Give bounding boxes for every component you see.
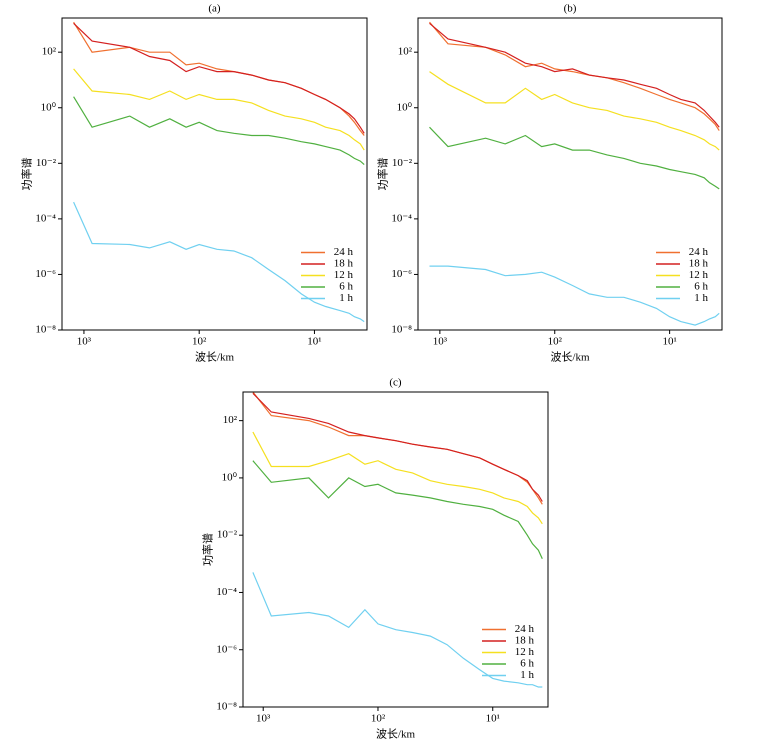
panel-title: (b): [564, 3, 577, 15]
legend-label: 12 h: [689, 269, 709, 281]
legend-label: 1 h: [339, 292, 353, 304]
series-line: [73, 68, 365, 151]
legend-label: 1 h: [694, 292, 708, 304]
y-axis-label: 功率谱: [376, 158, 390, 191]
panel-title: (c): [389, 377, 402, 389]
axes-frame: [61, 17, 368, 331]
legend-label: 12 h: [334, 269, 354, 281]
legend-label: 24 h: [515, 623, 535, 635]
y-tick-label: 10⁻⁶: [35, 268, 56, 280]
y-tick-label: 10⁻⁸: [35, 324, 56, 336]
series-line: [429, 21, 720, 131]
y-tick-label: 10⁻⁶: [391, 268, 412, 280]
x-axis-label: 波长/km: [376, 728, 416, 741]
series-line: [429, 71, 720, 151]
x-tick-label: 10¹: [486, 713, 500, 725]
y-tick-label: 10⁻⁴: [35, 212, 56, 224]
legend-label: 24 h: [334, 246, 354, 258]
y-tick-label: 10⁰: [41, 101, 57, 113]
y-axis-label: 功率谱: [201, 533, 215, 566]
x-axis-label: 波长/km: [195, 351, 235, 364]
legend-label: 6 h: [339, 281, 353, 293]
y-tick-label: 10²: [223, 414, 238, 426]
panel: (a) 波长/km 功率谱 10³ 10² 10¹ 10⁻⁸ 10⁻⁶ 10⁻⁴ 10⁻² 10⁰ 1…: [20, 3, 368, 364]
panel: (c) 波长/km 功率谱 10³ 10² 10¹ 10⁻⁸ 10⁻⁶ 10⁻⁴ 10⁻² 10⁰ 1…: [201, 377, 549, 741]
series-line: [429, 126, 720, 190]
x-tick-label: 10³: [256, 713, 271, 725]
y-tick-label: 10⁻⁸: [216, 701, 237, 713]
x-tick-label: 10²: [548, 336, 563, 348]
series-line: [252, 572, 543, 688]
series-line: [73, 201, 365, 323]
legend-label: 24 h: [689, 246, 709, 258]
y-tick-label: 10⁰: [397, 101, 413, 113]
y-tick-label: 10⁻⁴: [216, 586, 237, 598]
legend-label: 12 h: [515, 646, 535, 658]
series-line: [252, 391, 543, 505]
y-axis-label: 功率谱: [20, 158, 34, 191]
x-axis-label: 波长/km: [550, 351, 590, 364]
y-tick-label: 10²: [42, 46, 57, 58]
series-line: [429, 22, 720, 128]
y-tick-label: 10⁻⁶: [216, 643, 237, 655]
axes-frame: [417, 17, 723, 331]
y-tick-label: 10⁻⁸: [391, 324, 412, 336]
x-tick-label: 10²: [192, 336, 207, 348]
series-line: [252, 431, 543, 525]
panel-title: (a): [208, 3, 221, 15]
x-tick-label: 10¹: [307, 336, 321, 348]
panel: (b) 波长/km 功率谱 10³ 10² 10¹ 10⁻⁸ 10⁻⁶ 10⁻⁴ 10⁻² 10⁰ 1…: [376, 3, 723, 364]
series-line: [252, 392, 543, 502]
legend-label: 6 h: [694, 281, 708, 293]
y-tick-label: 10²: [398, 46, 413, 58]
legend-label: 18 h: [515, 635, 535, 647]
x-tick-label: 10³: [433, 336, 448, 348]
y-tick-label: 10⁻²: [217, 529, 238, 541]
y-tick-label: 10⁻²: [36, 157, 57, 169]
series-line: [73, 22, 365, 134]
y-tick-label: 10⁰: [222, 471, 238, 483]
y-tick-label: 10⁻²: [392, 157, 413, 169]
legend-label: 18 h: [689, 258, 709, 270]
series-line: [429, 265, 720, 326]
legend-label: 1 h: [520, 669, 534, 681]
x-tick-label: 10²: [371, 713, 386, 725]
legend-label: 18 h: [334, 258, 354, 270]
x-tick-label: 10¹: [662, 336, 676, 348]
axes-frame: [242, 391, 549, 708]
series-line: [73, 21, 365, 136]
y-tick-label: 10⁻⁴: [391, 212, 412, 224]
x-tick-label: 10³: [77, 336, 92, 348]
series-line: [73, 96, 365, 166]
series-line: [252, 460, 543, 560]
legend-label: 6 h: [520, 658, 534, 670]
